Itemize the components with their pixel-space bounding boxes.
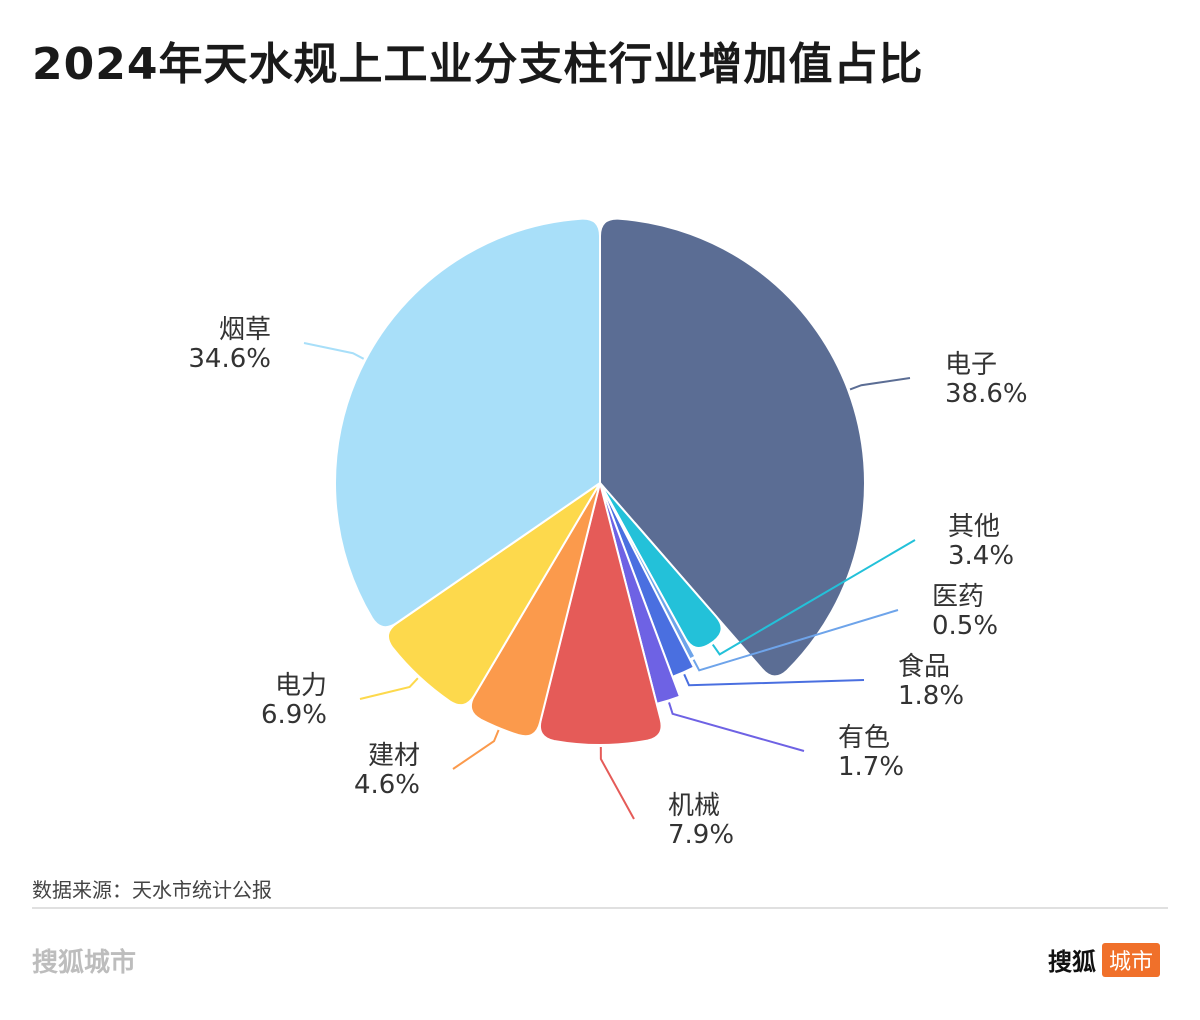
pie-slice-电力: [387, 482, 601, 707]
slice-label-医药: 医药: [932, 582, 984, 612]
pie-slice-机械: [538, 482, 663, 746]
leader-line-食品: [683, 673, 865, 687]
leader-line-医药: [692, 609, 899, 672]
slice-value-建材: 4.6%: [354, 770, 420, 800]
slice-label-烟草: 烟草: [219, 315, 271, 345]
data-source: 数据来源：天水市统计公报: [32, 878, 272, 902]
leader-line-电力: [359, 677, 419, 700]
pie-slice-其他: [599, 482, 723, 649]
slice-label-电子: 电子: [945, 350, 997, 380]
slice-label-其他: 其他: [948, 512, 1000, 542]
slice-label-机械: 机械: [668, 791, 720, 821]
brand-logo-right: 搜狐 城市: [1048, 942, 1161, 977]
slice-value-烟草: 34.6%: [188, 344, 271, 374]
slice-value-医药: 0.5%: [932, 611, 998, 641]
brand-logo-left: 搜狐城市: [32, 948, 137, 978]
slice-value-其他: 3.4%: [948, 541, 1014, 571]
leader-line-机械: [599, 746, 635, 820]
slice-label-有色: 有色: [838, 723, 890, 753]
brand-logo-tag: 城市: [1102, 942, 1161, 977]
chart-title: 2024年天水规上工业分支柱行业增加值占比: [32, 39, 924, 90]
slice-label-电力: 电力: [275, 671, 327, 701]
leader-line-电子: [849, 377, 911, 391]
pie-slice-建材: [469, 482, 601, 738]
brand-logo-main: 搜狐: [1048, 948, 1096, 976]
leader-line-建材: [452, 729, 500, 770]
slice-value-电子: 38.6%: [945, 379, 1028, 409]
slice-label-建材: 建材: [368, 741, 420, 771]
slice-label-食品: 食品: [898, 652, 950, 682]
slice-value-机械: 7.9%: [668, 820, 734, 850]
pie-slice-烟草: [334, 217, 601, 629]
leader-line-有色: [668, 702, 805, 752]
leader-line-烟草: [303, 342, 365, 360]
footer-divider: [32, 907, 1168, 909]
leader-line-其他: [711, 539, 916, 656]
slice-value-电力: 6.9%: [261, 700, 327, 730]
slice-value-有色: 1.7%: [838, 752, 904, 782]
slice-value-食品: 1.8%: [898, 681, 964, 711]
pie-slice-电子: [599, 217, 866, 678]
